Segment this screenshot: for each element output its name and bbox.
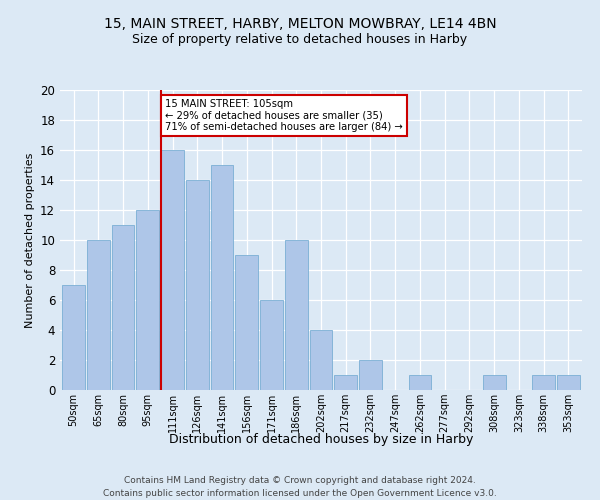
- Bar: [334, 375, 357, 390]
- Bar: [260, 300, 283, 390]
- Text: Contains HM Land Registry data © Crown copyright and database right 2024.
Contai: Contains HM Land Registry data © Crown c…: [103, 476, 497, 498]
- Bar: [285, 240, 308, 390]
- Text: 15, MAIN STREET, HARBY, MELTON MOWBRAY, LE14 4BN: 15, MAIN STREET, HARBY, MELTON MOWBRAY, …: [104, 18, 496, 32]
- Bar: [87, 240, 110, 390]
- Bar: [136, 210, 159, 390]
- Bar: [62, 285, 85, 390]
- Bar: [483, 375, 506, 390]
- Text: 15 MAIN STREET: 105sqm
← 29% of detached houses are smaller (35)
71% of semi-det: 15 MAIN STREET: 105sqm ← 29% of detached…: [165, 99, 403, 132]
- Bar: [557, 375, 580, 390]
- Bar: [359, 360, 382, 390]
- Text: Size of property relative to detached houses in Harby: Size of property relative to detached ho…: [133, 32, 467, 46]
- Bar: [310, 330, 332, 390]
- Bar: [235, 255, 258, 390]
- Bar: [409, 375, 431, 390]
- Bar: [186, 180, 209, 390]
- Y-axis label: Number of detached properties: Number of detached properties: [25, 152, 35, 328]
- Bar: [112, 225, 134, 390]
- Bar: [161, 150, 184, 390]
- Bar: [532, 375, 555, 390]
- Text: Distribution of detached houses by size in Harby: Distribution of detached houses by size …: [169, 432, 473, 446]
- Bar: [211, 165, 233, 390]
